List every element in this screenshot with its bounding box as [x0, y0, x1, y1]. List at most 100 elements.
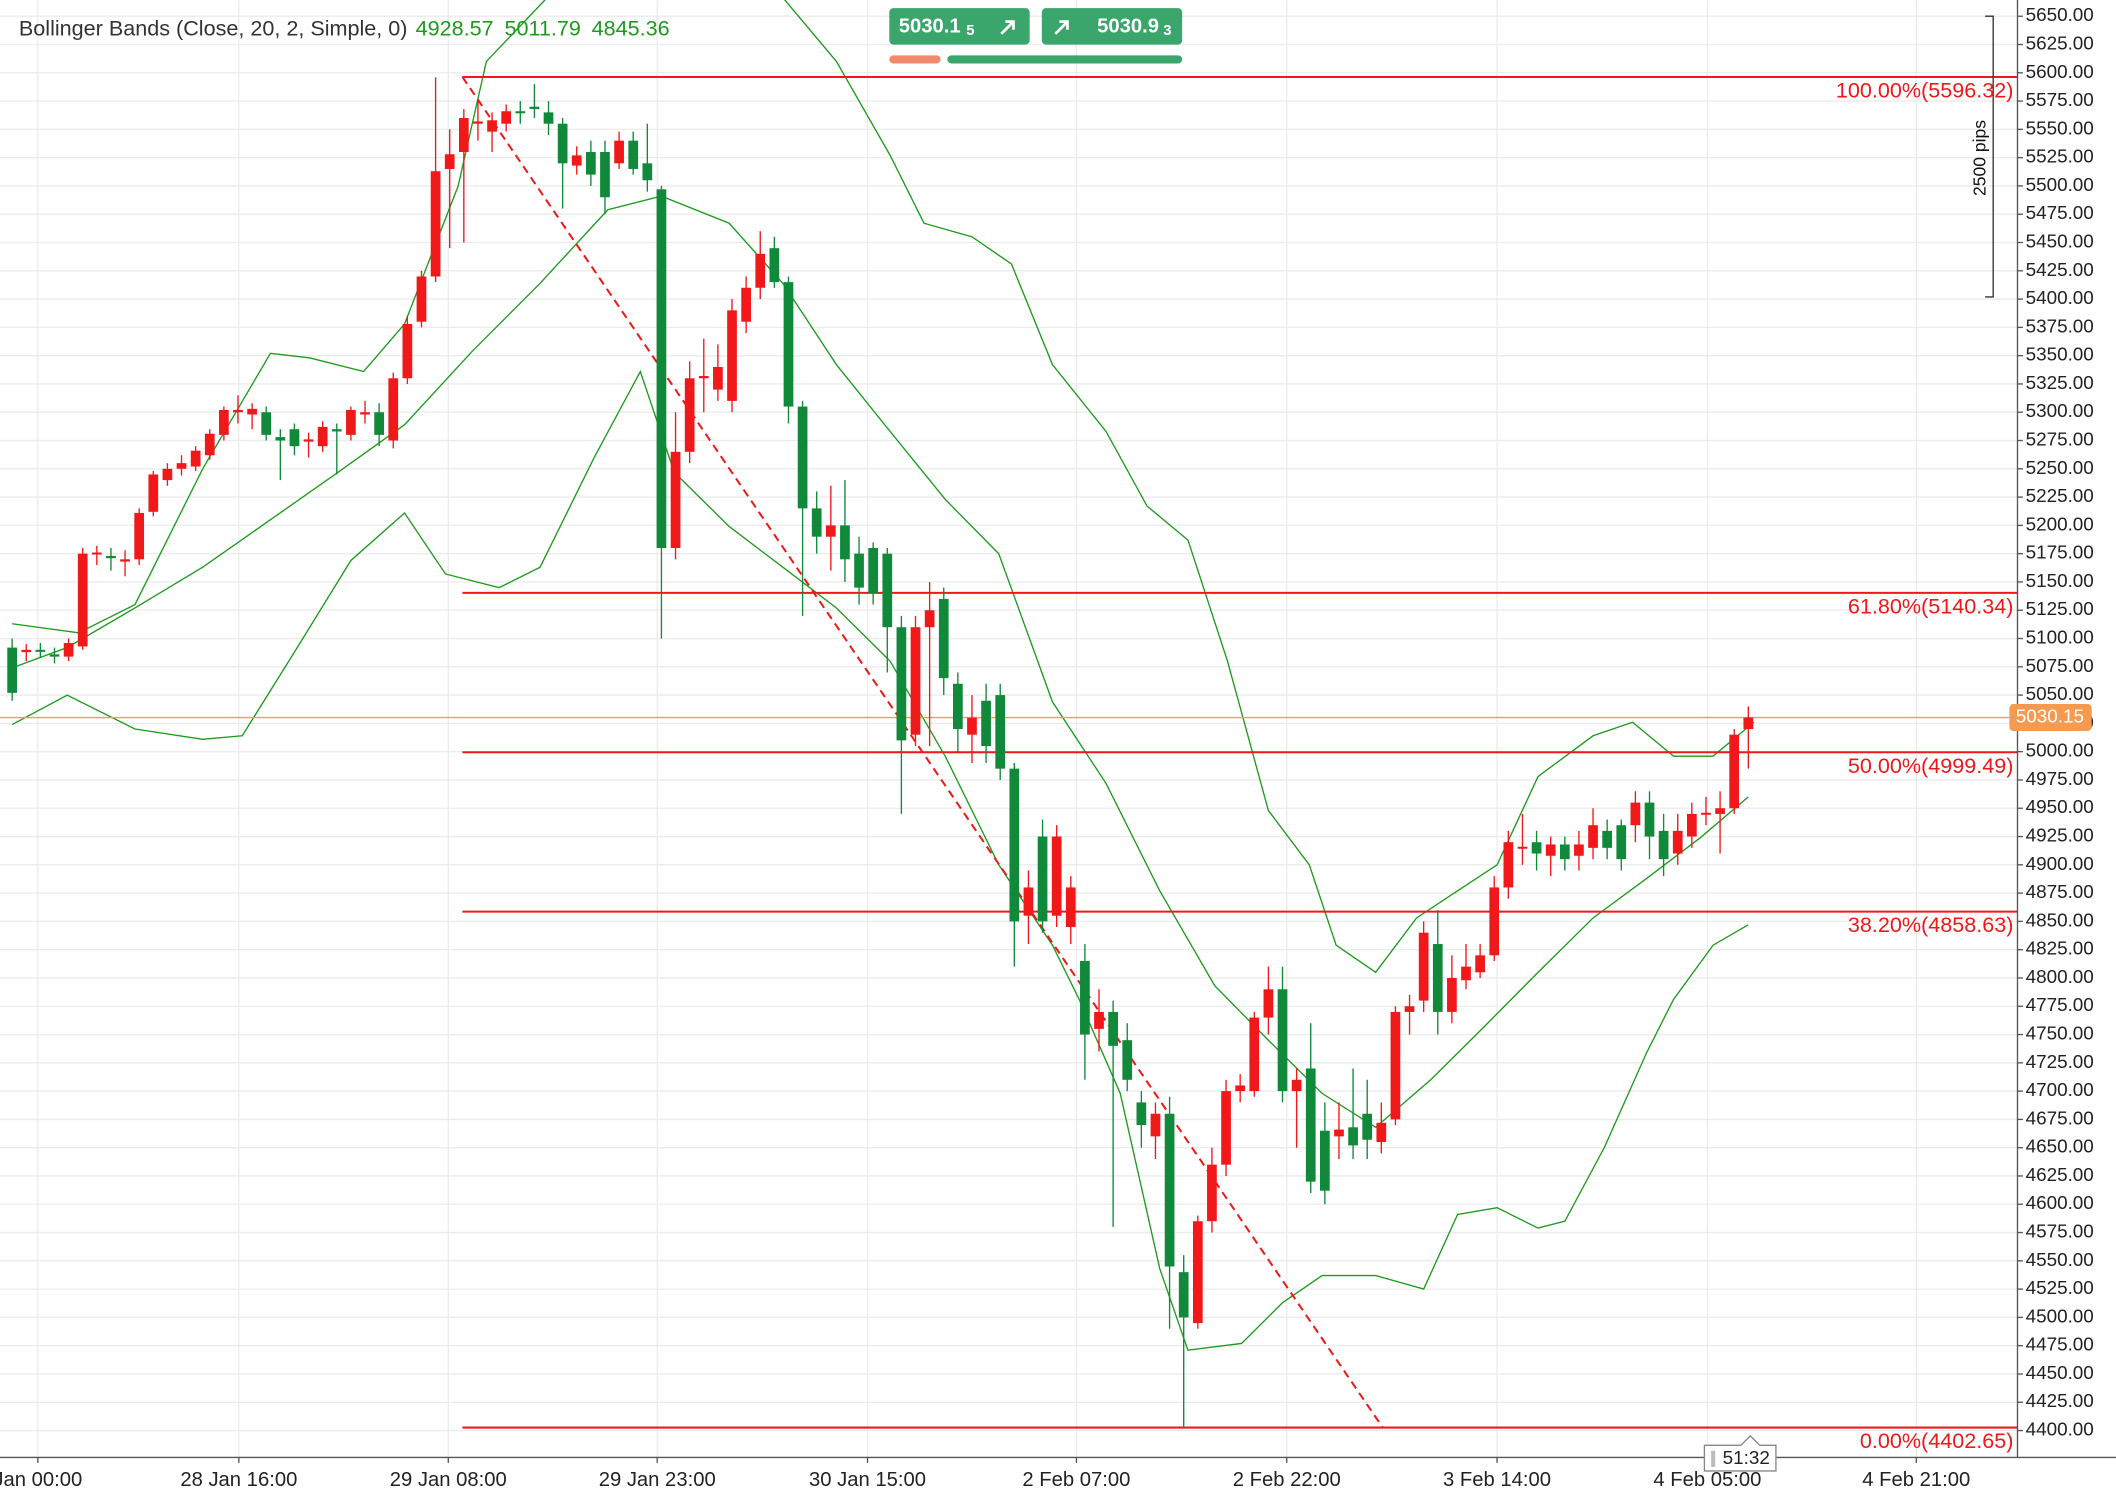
- sell-button-bg[interactable]: [889, 8, 1030, 45]
- y-tick-label: 4650.00: [2026, 1137, 2094, 1158]
- candle-body: [981, 700, 991, 747]
- y-tick-label: 5550.00: [2026, 118, 2094, 139]
- candle-body: [1277, 989, 1288, 1092]
- y-tick-label: 5575.00: [2026, 90, 2094, 111]
- buy-pip[interactable]: 3: [1163, 23, 1171, 39]
- candle-body: [487, 120, 497, 132]
- x-tick-label: 4 Feb 21:00: [1862, 1469, 1970, 1491]
- sell-button[interactable]: 5030.1 5: [889, 8, 1030, 45]
- countdown: 51:32: [1703, 1434, 1777, 1472]
- candle-body: [444, 154, 455, 169]
- y-tick-label: 5500.00: [2026, 175, 2094, 196]
- candle-body: [543, 112, 554, 124]
- candle-body: [727, 310, 737, 401]
- y-tick-label: 5000.00: [2026, 741, 2094, 762]
- x-tick-label: Jan 00:00: [0, 1469, 82, 1491]
- candle-body: [713, 366, 723, 390]
- fib-label: 38.20%(4858.63): [1848, 912, 2014, 937]
- y-tick-label: 5075.00: [2026, 656, 2094, 677]
- candle-body: [247, 408, 257, 415]
- y-tick-label: 5650.00: [2026, 5, 2094, 26]
- sell-arrow[interactable]: [1000, 20, 1015, 35]
- candle-body: [1701, 812, 1711, 815]
- y-tick-label: 4625.00: [2026, 1165, 2094, 1186]
- candle-body: [91, 552, 102, 555]
- y-tick-label: 5325.00: [2026, 373, 2094, 394]
- x-tick-label: 2 Feb 07:00: [1022, 1469, 1130, 1491]
- candle-body: [557, 123, 568, 164]
- candle-body: [1432, 944, 1443, 1012]
- candle-body: [1545, 844, 1556, 856]
- candle-body: [1559, 844, 1570, 860]
- y-tick-label: 4700.00: [2026, 1080, 2094, 1101]
- candle-body: [1080, 960, 1090, 1035]
- y-tick-label: 4750.00: [2026, 1024, 2094, 1045]
- y-tick-label: 4600.00: [2026, 1193, 2094, 1214]
- candle-body: [741, 287, 751, 322]
- ruler-label: 2500 pips: [1970, 120, 1990, 196]
- current-price-box: [2009, 704, 2092, 732]
- candle-body: [882, 553, 893, 628]
- y-tick-label: 4775.00: [2026, 995, 2094, 1016]
- candle-body: [162, 468, 173, 481]
- y-tick-label: 5600.00: [2026, 62, 2094, 83]
- buy-arrow[interactable]: [1054, 20, 1069, 35]
- candle-body: [1122, 1040, 1133, 1080]
- candle-body: [346, 409, 356, 435]
- y-tick-label: 4850.00: [2026, 910, 2094, 931]
- candle-body: [416, 276, 427, 322]
- y-tick-label: 4450.00: [2026, 1363, 2094, 1384]
- candle-body: [1390, 1011, 1401, 1120]
- fib-label: 100.00%(5596.32): [1836, 77, 2014, 102]
- y-tick-label: 4550.00: [2026, 1250, 2094, 1271]
- candle-body: [1108, 1011, 1118, 1046]
- fib-label: 50.00%(4999.49): [1848, 753, 2014, 778]
- candle-body: [840, 525, 850, 560]
- candle-body: [924, 610, 935, 628]
- current-price-label: 5030.15: [2016, 707, 2084, 728]
- y-tick-label: 5250.00: [2026, 458, 2094, 479]
- sell-pip[interactable]: 5: [966, 23, 974, 39]
- candle-body: [1475, 955, 1485, 973]
- candle-body: [600, 151, 610, 198]
- candle-body: [1376, 1122, 1387, 1143]
- candle-body: [797, 406, 808, 509]
- candle-body: [670, 451, 681, 549]
- y-tick-label: 4950.00: [2026, 797, 2094, 818]
- candle-body: [910, 627, 921, 735]
- candle-body: [755, 253, 766, 288]
- candle-body: [967, 717, 977, 735]
- candle-body: [1094, 1011, 1104, 1029]
- candle-body: [1574, 844, 1584, 856]
- sell-price[interactable]: 5030.1: [899, 15, 961, 37]
- y-tick-label: 5175.00: [2026, 543, 2094, 564]
- candle-body: [402, 323, 413, 379]
- candle-body: [938, 598, 949, 679]
- countdown-box: [1703, 1434, 1777, 1472]
- buy-button-bg[interactable]: [1041, 8, 1183, 45]
- candle-body: [134, 512, 145, 560]
- sell-bar: [889, 55, 941, 64]
- candle-body: [1404, 1006, 1415, 1012]
- candle-body: [77, 553, 88, 647]
- candle-body: [458, 118, 469, 152]
- buy-price[interactable]: 5030.9: [1097, 15, 1159, 37]
- y-tick-label: 4800.00: [2026, 967, 2094, 988]
- y-tick-label: 5225.00: [2026, 486, 2094, 507]
- candle-body: [1644, 802, 1655, 837]
- band-line: [11, 195, 1749, 1129]
- candle-body: [1192, 1221, 1203, 1324]
- candle-body: [515, 111, 526, 114]
- fib-label: 0.00%(4402.65): [1860, 1428, 2014, 1453]
- y-tick-label: 5125.00: [2026, 599, 2094, 620]
- plot-area: [0, 0, 2018, 1429]
- indicator-value: 4928.57: [416, 15, 494, 40]
- candle-body: [1207, 1164, 1217, 1222]
- candle-body: [529, 106, 540, 109]
- buy-button[interactable]: 5030.9 3: [1041, 8, 1183, 45]
- candle-body: [1023, 887, 1034, 916]
- y-tick-label: 4725.00: [2026, 1052, 2094, 1073]
- candle-body: [1009, 768, 1020, 922]
- candle-body: [1672, 830, 1683, 854]
